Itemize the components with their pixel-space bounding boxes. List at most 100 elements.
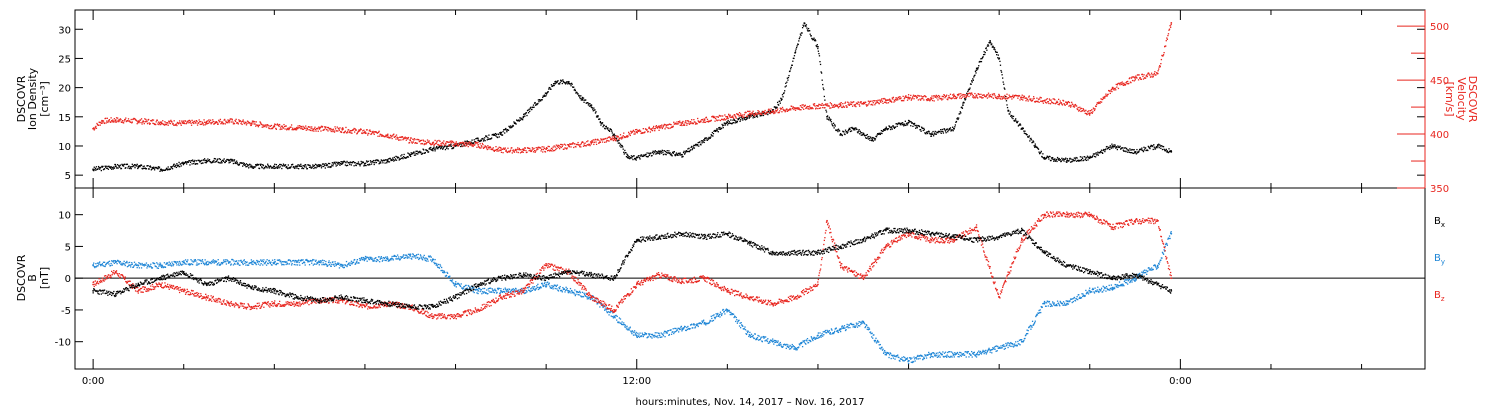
velocity-point: [607, 140, 609, 142]
density-sample: [658, 150, 661, 153]
density-point: [960, 112, 962, 114]
velocity-point: [998, 93, 1000, 96]
density-point: [1124, 147, 1127, 149]
density-point: [957, 118, 959, 121]
velocity-point: [1085, 109, 1087, 112]
velocity-point: [1029, 99, 1032, 101]
density-point: [639, 155, 642, 157]
by-point: [400, 256, 402, 258]
velocity-point: [568, 146, 571, 148]
velocity-point: [586, 144, 588, 146]
by-point: [212, 261, 214, 264]
density-point: [652, 153, 655, 155]
velocity-point: [658, 125, 661, 127]
density-point: [151, 168, 153, 170]
velocity-point: [363, 129, 365, 131]
density-point: [194, 159, 196, 162]
velocity-point: [616, 136, 618, 138]
velocity-point: [738, 115, 740, 117]
velocity-point: [843, 106, 846, 108]
density-point: [350, 162, 352, 164]
density-point: [327, 166, 329, 168]
density-point: [815, 45, 817, 47]
velocity-point: [253, 123, 255, 125]
density-point: [991, 46, 993, 48]
by-point: [504, 291, 506, 293]
velocity-point: [826, 105, 828, 107]
velocity-point: [171, 121, 173, 123]
by-point: [237, 263, 239, 265]
by-point: [314, 260, 317, 262]
by-point: [281, 261, 284, 263]
density-sample: [250, 165, 253, 168]
velocity-point: [724, 114, 726, 116]
by-point: [276, 262, 278, 265]
velocity-point: [1052, 102, 1054, 104]
density-point: [299, 164, 301, 166]
velocity-point: [720, 115, 722, 117]
velocity-point: [897, 99, 899, 101]
velocity-point: [1083, 108, 1085, 111]
by-point: [349, 264, 351, 267]
density-point: [1006, 104, 1008, 106]
density-point: [688, 150, 691, 153]
velocity-point: [405, 137, 407, 139]
density-point: [143, 167, 145, 170]
velocity-point: [611, 138, 613, 141]
density-point: [1068, 160, 1070, 162]
velocity-point: [529, 147, 531, 150]
velocity-point: [713, 115, 715, 118]
density-point: [287, 164, 289, 166]
density-point: [424, 151, 426, 154]
velocity-point: [442, 142, 444, 145]
density-point: [470, 141, 472, 143]
velocity-point: [369, 130, 372, 132]
by-point: [469, 288, 472, 290]
velocity-point: [1010, 96, 1013, 98]
density-point: [719, 126, 721, 129]
velocity-sample: [1088, 112, 1091, 115]
density-point: [1096, 154, 1098, 156]
velocity-point: [824, 104, 827, 106]
density-point: [241, 162, 243, 165]
by-point: [161, 266, 163, 269]
density-sample: [998, 57, 1001, 60]
density-sample: [386, 159, 389, 162]
velocity-point: [276, 124, 278, 126]
velocity-point: [305, 129, 307, 131]
by-point: [97, 265, 99, 267]
velocity-point: [1109, 90, 1111, 92]
velocity-point: [729, 116, 731, 118]
density-point: [500, 132, 503, 134]
by-point: [149, 265, 151, 267]
velocity-point: [638, 129, 641, 131]
velocity-point: [535, 150, 537, 152]
velocity-point: [692, 122, 694, 125]
density-point: [513, 121, 515, 123]
density-point: [837, 130, 839, 133]
density-point: [1032, 140, 1034, 142]
velocity-point: [814, 105, 816, 107]
velocity-point: [225, 120, 227, 122]
velocity-point: [439, 144, 442, 147]
density-point: [1046, 156, 1048, 159]
by-point: [161, 264, 163, 266]
velocity-point: [471, 144, 474, 146]
velocity-point: [432, 143, 434, 145]
velocity-point: [874, 104, 876, 106]
velocity-point: [524, 147, 527, 149]
velocity-point: [271, 127, 274, 130]
velocity-point: [288, 127, 291, 130]
velocity-point: [112, 120, 114, 122]
density-point: [496, 136, 499, 139]
density-point: [1125, 147, 1128, 150]
density-point: [345, 165, 348, 167]
density-point: [656, 152, 658, 155]
density-point: [626, 153, 628, 155]
velocity-point: [1037, 98, 1040, 100]
density-point: [352, 161, 355, 163]
density-point: [308, 164, 310, 166]
velocity-point: [707, 121, 710, 123]
velocity-point: [199, 123, 201, 126]
density-point: [407, 152, 409, 154]
